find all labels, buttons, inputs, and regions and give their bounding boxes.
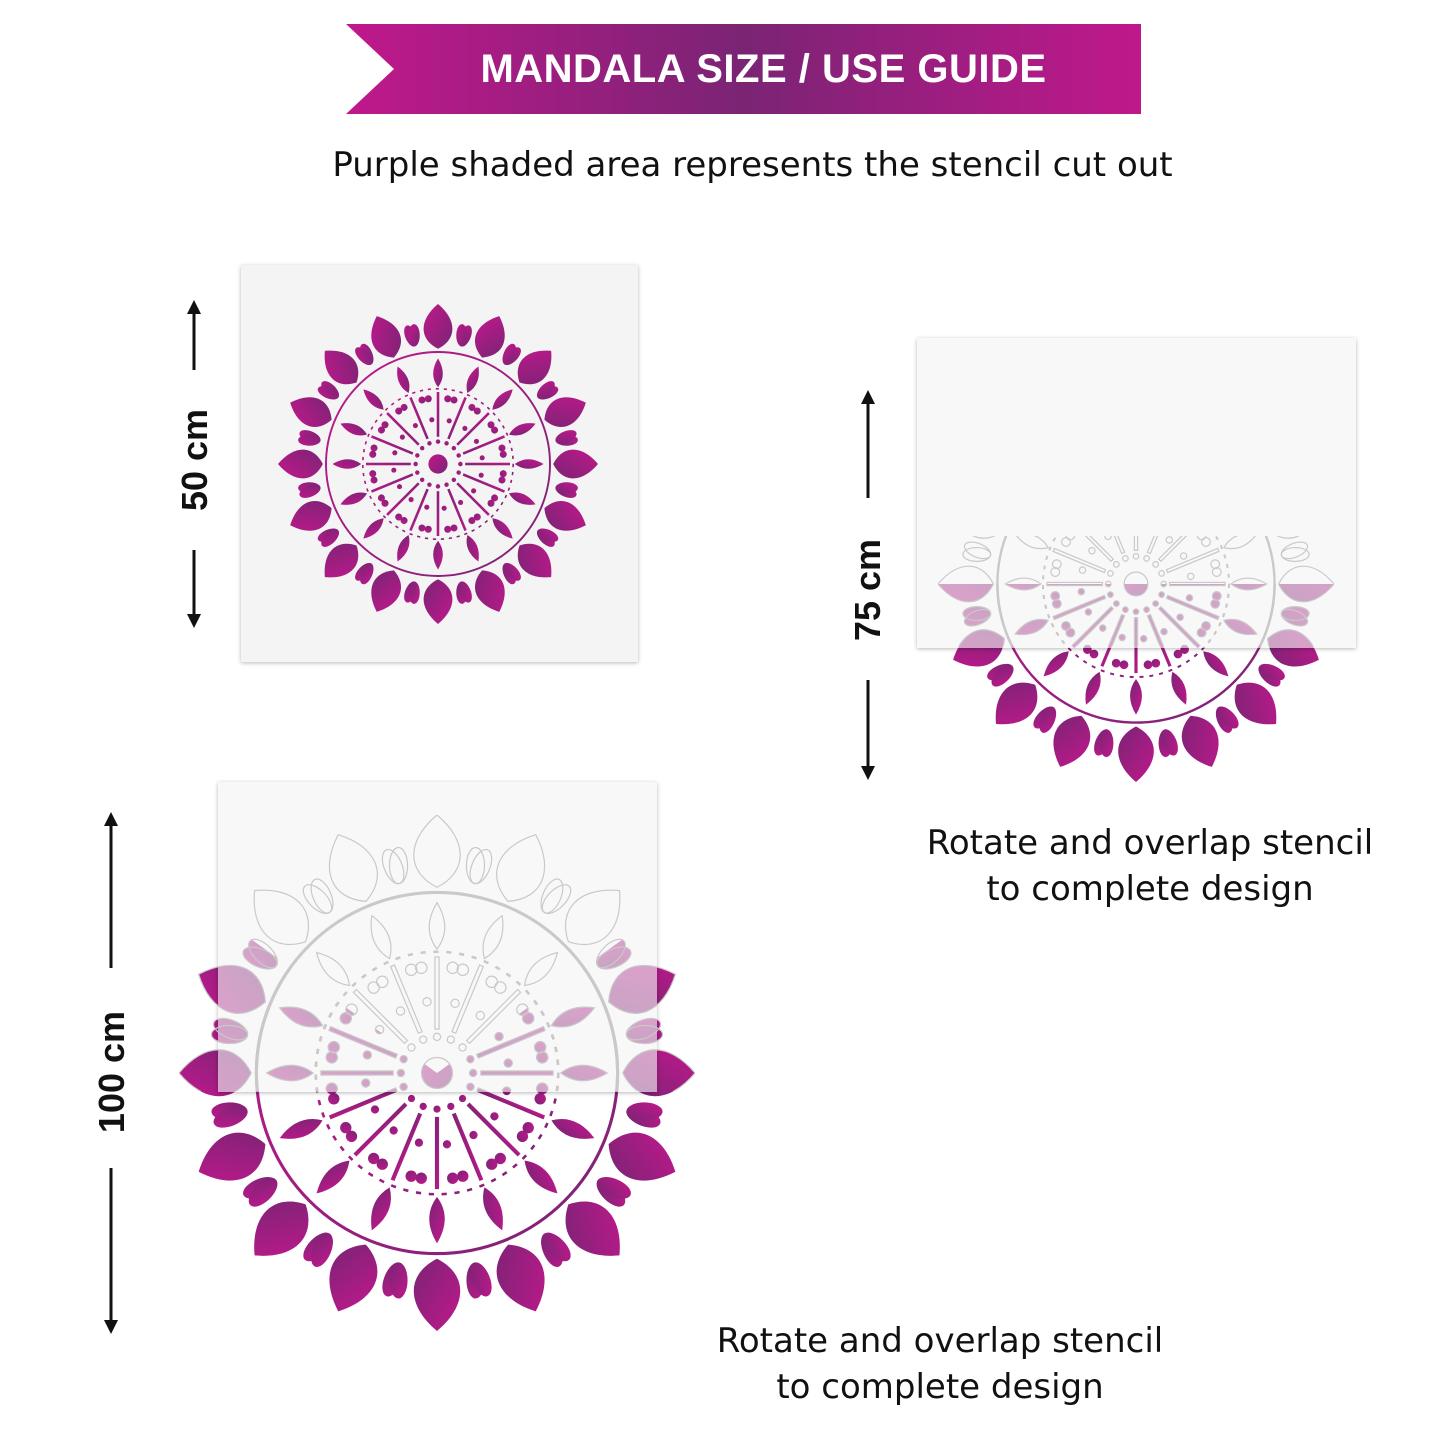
banner-title: MANDALA SIZE / USE GUIDE: [480, 46, 1047, 91]
mandala-75-sheet-cutout: [938, 536, 1334, 646]
caption-75-line1: Rotate and overlap stencil: [926, 823, 1374, 863]
dimension-label-100: 100 cm: [91, 1010, 132, 1134]
dimension-arrow-100: [104, 812, 118, 1334]
caption-100-line1: Rotate and overlap stencil: [716, 1321, 1164, 1361]
caption-100-line2: to complete design: [776, 1367, 1104, 1407]
subtitle: Purple shaded area represents the stenci…: [332, 145, 1173, 185]
mandala-100-sheet-cutout: [179, 815, 695, 1091]
dimension-label-50: 50 cm: [174, 408, 215, 512]
caption-100: Rotate and overlap stencil to complete d…: [710, 1318, 1170, 1410]
dimension-arrow-50: [187, 300, 201, 628]
caption-75: Rotate and overlap stencil to complete d…: [920, 820, 1380, 912]
dimension-arrow-75: [861, 390, 875, 780]
title-banner: MANDALA SIZE / USE GUIDE: [346, 24, 1141, 114]
caption-75-line2: to complete design: [986, 869, 1314, 909]
banner-ribbon: [346, 24, 1141, 114]
mandala-50: [278, 304, 598, 624]
dimension-label-75: 75 cm: [847, 538, 888, 642]
